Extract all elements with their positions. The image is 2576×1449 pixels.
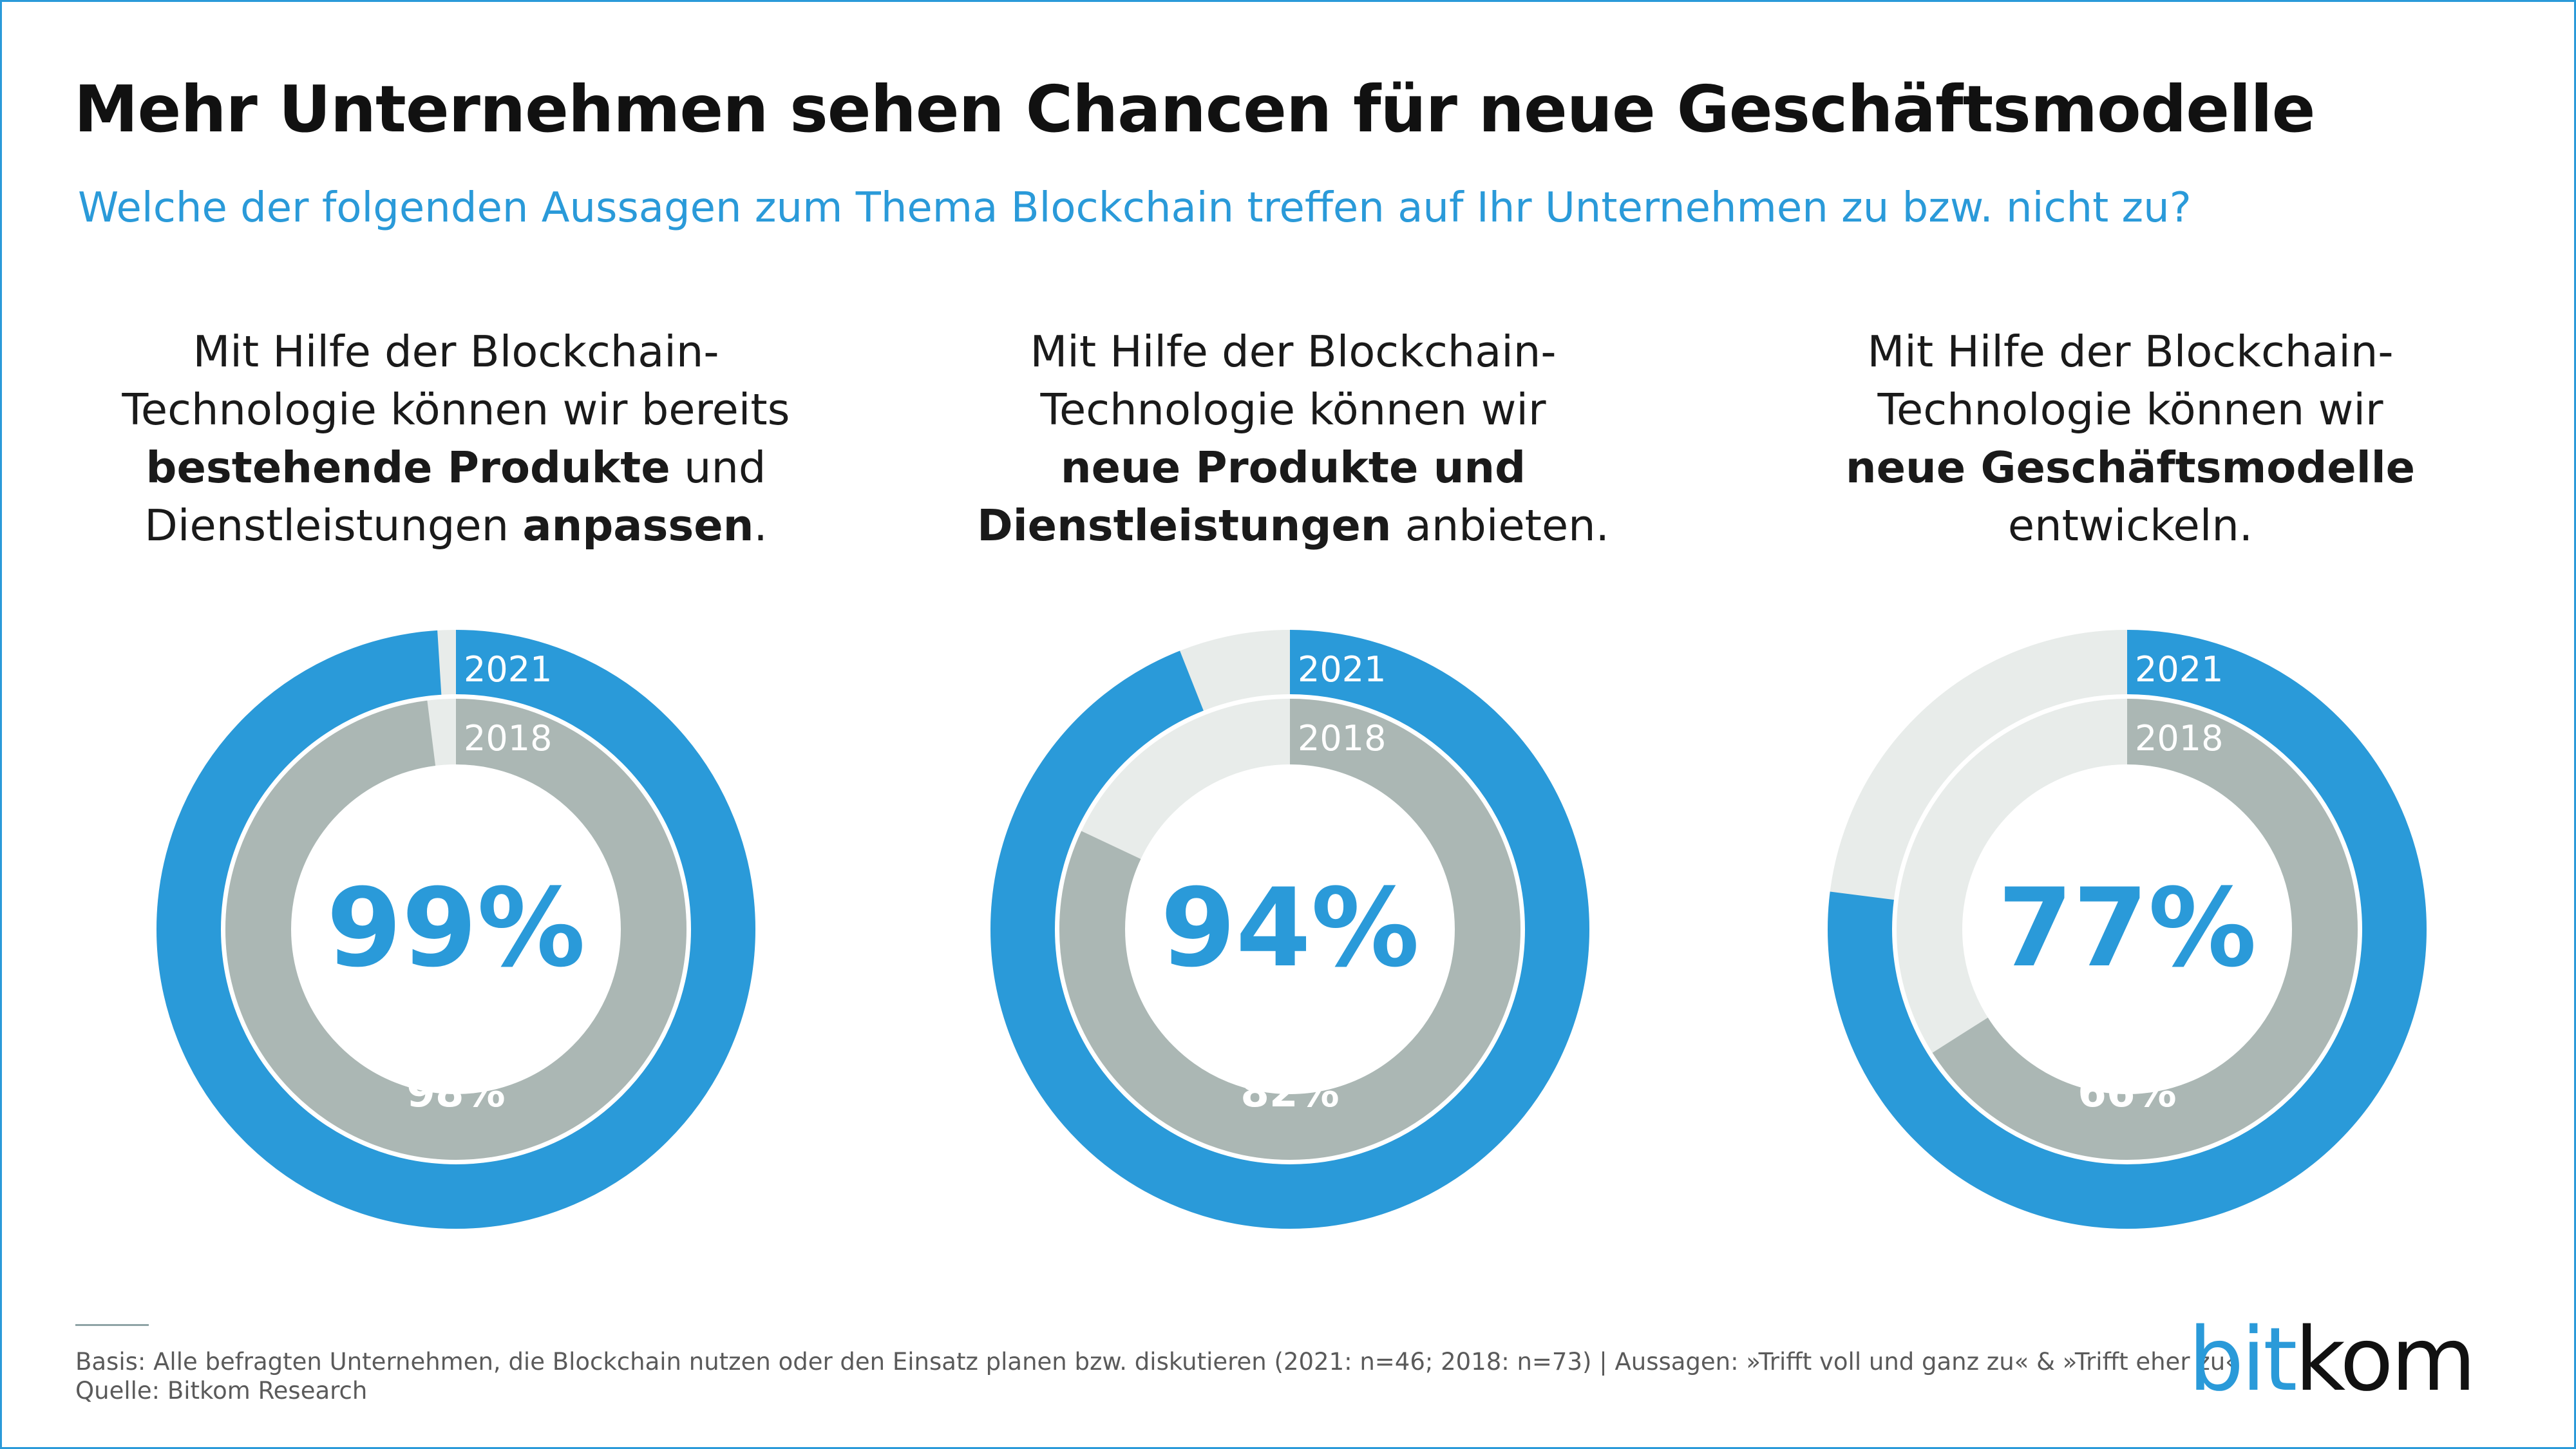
- statement-1-emphasis: bestehende Produkte: [146, 442, 670, 493]
- donut-chart-1: 2021 2018 99% 98%: [156, 630, 755, 1229]
- donut-1-inner-value: 98%: [406, 1069, 506, 1117]
- footer-divider: [75, 1324, 149, 1326]
- donut-chart-2: 2021 2018 94% 82%: [990, 630, 1589, 1229]
- donut-1-svg: [156, 630, 755, 1229]
- statement-2-line-4-rest: anbieten.: [1391, 500, 1609, 551]
- donut-2-inner-year-label: 2018: [1298, 718, 1387, 759]
- statement-3-line-1: Mit Hilfe der Blockchain-: [1867, 327, 2394, 377]
- donut-3-center-value: 77%: [1997, 865, 2257, 991]
- statement-3: Mit Hilfe der Blockchain- Technologie kö…: [1696, 323, 2565, 554]
- donut-2-arc-2018: [1059, 699, 1520, 1160]
- chart-subtitle: Welche der folgenden Aussagen zum Thema …: [78, 184, 2192, 232]
- statement-3-emphasis: neue Geschäftsmodelle: [1845, 442, 2416, 493]
- logo-part-bit: bit: [2188, 1309, 2297, 1411]
- statement-1: Mit Hilfe der Blockchain- Technologie kö…: [21, 323, 891, 554]
- donut-1-arc-2021: [156, 630, 755, 1229]
- statement-1-line-4-end: .: [753, 500, 768, 551]
- statement-1-line-2: Technologie können wir bereits: [122, 384, 790, 435]
- donut-2-outer-year-label: 2021: [1298, 649, 1387, 690]
- basis-note: Basis: Alle befragten Unternehmen, die B…: [75, 1348, 2240, 1376]
- donut-1-outer-year-label: 2021: [464, 649, 553, 690]
- statement-1-line-4-plain: Dienstleistungen: [144, 500, 523, 551]
- statement-2-line-2: Technologie können wir: [1040, 384, 1546, 435]
- donut-2-inner-value: 82%: [1240, 1069, 1340, 1117]
- donut-chart-3: 2021 2018 77% 66%: [1828, 630, 2427, 1229]
- statement-2-emphasis: neue Produkte und: [1060, 442, 1526, 493]
- statement-1-line-4: Dienstleistungen anpassen.: [21, 497, 891, 554]
- statement-2-line-3: neue Produkte und: [858, 439, 1728, 497]
- statement-3-line-2: Technologie können wir: [1877, 384, 2383, 435]
- donut-2-svg: [990, 630, 1589, 1229]
- statement-1-emphasis-2: anpassen: [522, 500, 754, 551]
- donut-3-arc-2018: [1897, 699, 2358, 1160]
- statement-1-line-3: bestehende Produkte und: [21, 439, 891, 497]
- donut-1-arc-2018: [225, 699, 687, 1160]
- donut-3-outer-year-label: 2021: [2135, 649, 2224, 690]
- source-note: Quelle: Bitkom Research: [75, 1377, 368, 1405]
- donut-1-inner-year-label: 2018: [464, 718, 553, 759]
- donut-1-center-value: 99%: [326, 865, 586, 991]
- donut-3-inner-value: 66%: [2078, 1069, 2177, 1117]
- donut-3-arc-2021: [1828, 630, 2427, 1229]
- statement-3-line-3: neue Geschäftsmodelle: [1696, 439, 2565, 497]
- bitkom-logo: bitkom: [2188, 1309, 2476, 1411]
- statement-3-line-4: entwickeln.: [2007, 500, 2253, 551]
- statement-1-line-3-rest: und: [670, 442, 766, 493]
- donut-2-arc-2021: [990, 630, 1589, 1229]
- logo-part-kom: kom: [2295, 1309, 2476, 1411]
- statement-1-line-1: Mit Hilfe der Blockchain-: [193, 327, 719, 377]
- statement-2-emphasis-2: Dienstleistungen: [977, 500, 1392, 551]
- statement-2-line-4: Dienstleistungen anbieten.: [858, 497, 1728, 554]
- donut-3-inner-year-label: 2018: [2135, 718, 2224, 759]
- donut-2-center-value: 94%: [1160, 865, 1420, 991]
- chart-title: Mehr Unternehmen sehen Chancen für neue …: [74, 71, 2316, 147]
- statement-2-line-1: Mit Hilfe der Blockchain-: [1030, 327, 1557, 377]
- donut-3-svg: [1828, 630, 2427, 1229]
- statement-2: Mit Hilfe der Blockchain- Technologie kö…: [858, 323, 1728, 554]
